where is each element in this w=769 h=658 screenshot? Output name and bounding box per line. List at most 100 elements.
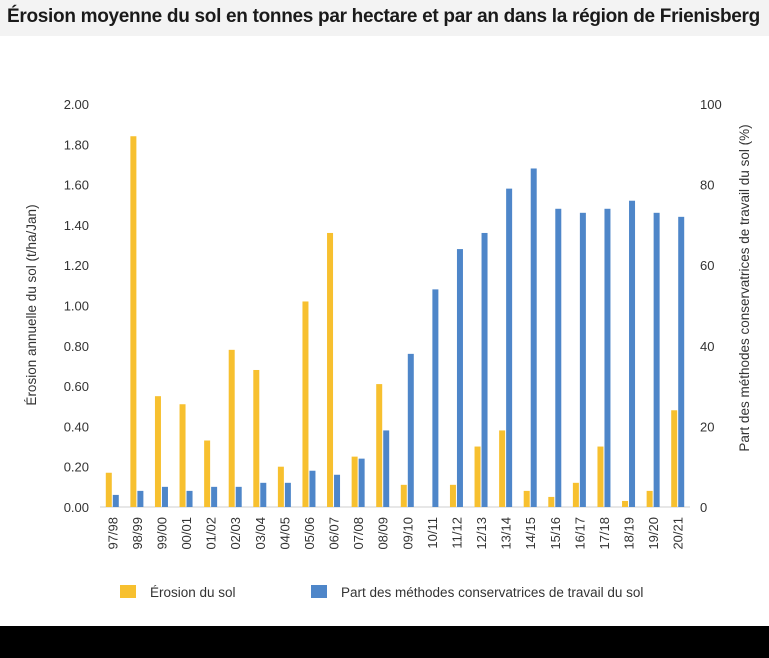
bar-erosion: [327, 232, 334, 507]
legend-swatch-conservation: [311, 585, 327, 598]
x-tick-label: 18/19: [622, 517, 637, 550]
chart-area: Érosion annuelle du sol (t/ha/Jan) Part …: [24, 97, 752, 600]
footer-bar: [0, 626, 769, 658]
y2-tick-label: 80: [700, 178, 714, 193]
bar-erosion: [474, 446, 481, 507]
bar-erosion: [130, 136, 137, 508]
bars: [105, 136, 685, 508]
bar-conservation: [530, 168, 537, 508]
x-tick-label: 15/16: [548, 517, 563, 550]
x-tick-label: 99/00: [154, 517, 169, 550]
bar-conservation: [161, 486, 168, 507]
legend-label-erosion: Érosion du sol: [150, 585, 236, 600]
bar-erosion: [277, 466, 284, 507]
bar-erosion: [671, 410, 678, 507]
bar-conservation: [211, 486, 218, 507]
bar-conservation: [678, 216, 685, 507]
y2-axis-ticks: 0 20 40 60 80 100: [700, 97, 722, 515]
x-tick-label: 10/11: [425, 517, 440, 549]
bar-conservation: [629, 200, 636, 507]
x-tick-label: 04/05: [277, 517, 292, 550]
bar-erosion: [548, 496, 555, 507]
bar-erosion: [523, 490, 530, 507]
y2-tick-label: 0: [700, 500, 707, 515]
y-tick-label: 0.80: [64, 339, 89, 354]
y-tick-label: 1.20: [64, 258, 89, 273]
x-tick-label: 97/98: [105, 517, 120, 550]
x-tick-label: 01/02: [204, 517, 219, 550]
y2-tick-label: 100: [700, 97, 722, 112]
x-tick-label: 09/10: [400, 517, 415, 550]
x-tick-label: 05/06: [302, 517, 317, 550]
legend-label-conservation: Part des méthodes conservatrices de trav…: [341, 585, 643, 600]
bar-conservation: [555, 208, 562, 507]
bar-erosion: [376, 384, 383, 507]
bar-erosion: [351, 456, 358, 508]
y-axis-label-group: Érosion annuelle du sol (t/ha/Jan): [24, 204, 39, 405]
y-tick-label: 2.00: [64, 97, 89, 112]
bar-erosion: [179, 404, 186, 507]
x-tick-label: 02/03: [228, 517, 243, 550]
bar-conservation: [334, 474, 341, 507]
bar-erosion: [572, 482, 579, 507]
x-tick-label: 11/12: [449, 517, 464, 549]
bar-conservation: [456, 249, 463, 507]
bar-conservation: [506, 188, 513, 507]
bar-erosion: [499, 430, 506, 507]
bar-conservation: [260, 482, 267, 507]
bar-conservation: [481, 232, 488, 507]
bar-conservation: [284, 482, 291, 507]
x-tick-label: 13/14: [499, 517, 514, 550]
bar-erosion: [302, 301, 309, 507]
y2-axis-label: Part des méthodes conservatrices de trav…: [737, 124, 752, 451]
bar-erosion: [154, 396, 161, 507]
x-axis-ticks: 97/98 98/99 99/00 00/01 01/02 02/03 03/04 04/05…: [105, 517, 685, 550]
bar-erosion: [204, 440, 211, 507]
bar-erosion: [105, 472, 112, 507]
legend: Érosion du sol Part des méthodes conserv…: [120, 585, 643, 600]
y2-tick-label: 40: [700, 339, 714, 354]
x-tick-label: 14/15: [523, 517, 538, 550]
bar-conservation: [186, 490, 193, 507]
y-tick-label: 0.40: [64, 419, 89, 434]
x-tick-label: 20/21: [671, 517, 686, 550]
y-tick-label: 0.00: [64, 500, 89, 515]
x-tick-label: 07/08: [351, 517, 366, 550]
y-tick-label: 0.60: [64, 379, 89, 394]
y-axis-ticks: 0.00 0.20 0.40 0.60 0.80 1.00 1.20 1.40 1.60 1.80…: [64, 97, 89, 515]
x-tick-label: 00/01: [179, 517, 194, 550]
bar-conservation: [309, 470, 316, 507]
bar-conservation: [137, 490, 144, 507]
bar-conservation: [432, 289, 439, 507]
y-tick-label: 1.80: [64, 137, 89, 152]
bar-conservation: [579, 212, 586, 507]
x-tick-label: 03/04: [253, 517, 268, 550]
x-tick-label: 17/18: [597, 517, 612, 550]
y-tick-label: 1.00: [64, 299, 89, 314]
title-bar: Érosion moyenne du sol en tonnes par hec…: [0, 0, 769, 36]
x-tick-label: 08/09: [376, 517, 391, 550]
x-tick-label: 06/07: [327, 517, 342, 550]
y2-tick-label: 20: [700, 419, 714, 434]
y-tick-label: 1.60: [64, 178, 89, 193]
bar-conservation: [604, 208, 611, 507]
bar-erosion: [597, 446, 604, 507]
bar-erosion: [622, 500, 629, 507]
bar-conservation: [235, 486, 242, 507]
x-tick-label: 16/17: [572, 517, 587, 550]
x-tick-label: 98/99: [130, 517, 145, 550]
bar-erosion: [228, 349, 235, 507]
y-tick-label: 0.20: [64, 460, 89, 475]
y2-tick-label: 60: [700, 258, 714, 273]
legend-swatch-erosion: [120, 585, 136, 598]
bar-conservation: [407, 353, 414, 507]
chart-title: Érosion moyenne du sol en tonnes par hec…: [7, 6, 760, 27]
y-axis-label: Érosion annuelle du sol (t/ha/Jan): [24, 204, 39, 405]
bar-conservation: [653, 212, 660, 507]
x-tick-label: 19/20: [646, 517, 661, 550]
bar-erosion: [253, 369, 260, 507]
bar-erosion: [449, 484, 456, 507]
x-tick-label: 12/13: [474, 517, 489, 550]
bar-erosion: [400, 484, 407, 507]
